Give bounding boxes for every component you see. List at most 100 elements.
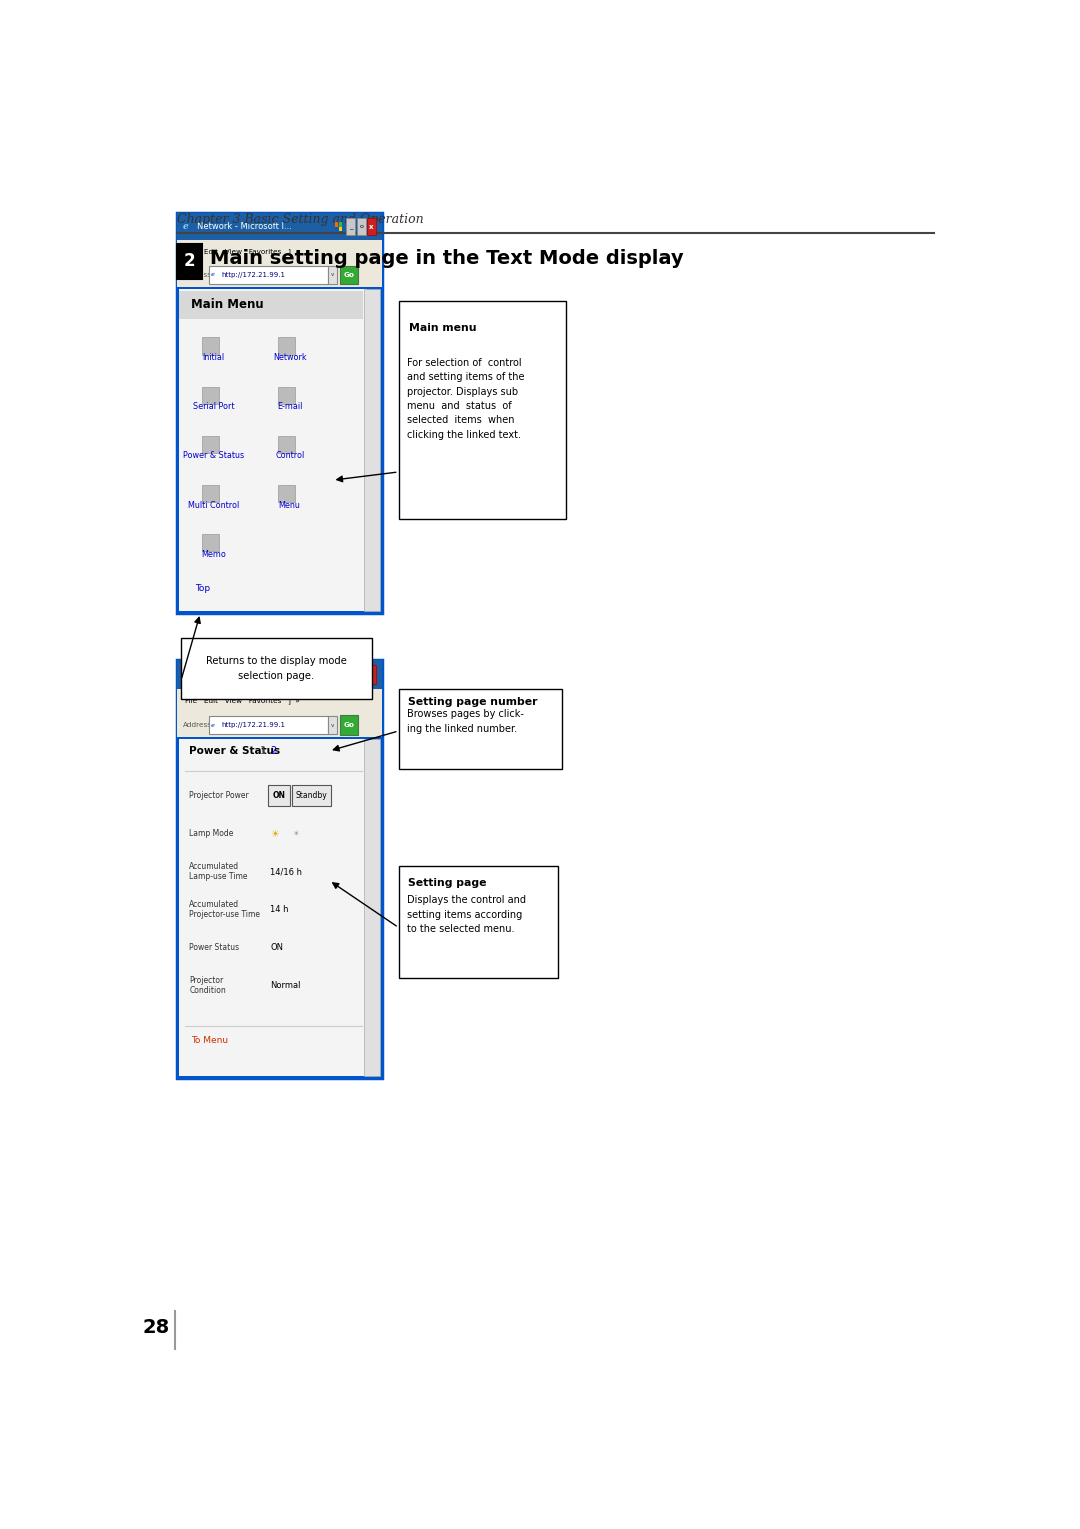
FancyBboxPatch shape — [356, 217, 366, 235]
Text: Multi Control: Multi Control — [188, 500, 240, 509]
FancyBboxPatch shape — [177, 213, 382, 240]
Text: Network - Microsoft I...: Network - Microsoft I... — [198, 670, 293, 679]
Text: http://172.21.99.1: http://172.21.99.1 — [221, 722, 285, 728]
Text: Network - Microsoft I...: Network - Microsoft I... — [198, 222, 293, 231]
Text: For selection of  control
and setting items of the
projector. Displays sub
menu : For selection of control and setting ite… — [407, 358, 525, 440]
Text: Chapter 3 Basic Setting and Operation: Chapter 3 Basic Setting and Operation — [177, 213, 423, 226]
FancyBboxPatch shape — [327, 716, 337, 734]
Bar — [339, 226, 342, 231]
Text: Browses pages by click-
ing the linked number.: Browses pages by click- ing the linked n… — [407, 709, 524, 734]
Bar — [335, 226, 338, 231]
FancyBboxPatch shape — [356, 665, 366, 683]
Text: Main menu: Main menu — [408, 323, 476, 333]
FancyBboxPatch shape — [208, 266, 327, 284]
Text: Accumulated
Projector-use Time: Accumulated Projector-use Time — [189, 901, 260, 919]
Text: Displays the control and
setting items according
to the selected menu.: Displays the control and setting items a… — [406, 896, 526, 934]
FancyBboxPatch shape — [202, 387, 219, 404]
FancyBboxPatch shape — [179, 291, 364, 318]
Text: Normal: Normal — [270, 982, 300, 991]
FancyBboxPatch shape — [367, 217, 376, 235]
Text: o: o — [360, 673, 363, 677]
Text: Accumulated
Lamp-use Time: Accumulated Lamp-use Time — [189, 862, 247, 881]
Text: Go: Go — [343, 722, 354, 728]
Text: e: e — [184, 222, 189, 231]
Text: Projector Power: Projector Power — [189, 790, 248, 800]
FancyBboxPatch shape — [177, 688, 382, 713]
Bar — [339, 670, 342, 674]
Text: 14/16 h: 14/16 h — [270, 867, 302, 876]
FancyBboxPatch shape — [399, 301, 566, 518]
FancyBboxPatch shape — [177, 661, 382, 688]
Text: Main setting page in the Text Mode display: Main setting page in the Text Mode displ… — [211, 249, 684, 268]
FancyBboxPatch shape — [181, 638, 372, 699]
FancyBboxPatch shape — [177, 243, 202, 278]
FancyBboxPatch shape — [279, 485, 295, 502]
Text: 1: 1 — [260, 746, 266, 755]
FancyBboxPatch shape — [364, 740, 380, 1076]
Text: Power Status: Power Status — [189, 943, 240, 953]
FancyBboxPatch shape — [202, 338, 219, 355]
Bar — [339, 222, 342, 226]
Text: ☀: ☀ — [270, 829, 279, 839]
FancyBboxPatch shape — [347, 217, 355, 235]
FancyBboxPatch shape — [364, 289, 380, 612]
Text: e: e — [211, 272, 215, 277]
Text: Standby: Standby — [295, 790, 327, 800]
Text: 28: 28 — [143, 1318, 171, 1338]
FancyBboxPatch shape — [340, 716, 359, 735]
Text: Lamp Mode: Lamp Mode — [189, 829, 233, 838]
Text: 14 h: 14 h — [270, 905, 288, 914]
Text: Address: Address — [183, 722, 212, 728]
Text: Power & Status: Power & Status — [184, 451, 244, 460]
Text: _: _ — [349, 671, 353, 677]
Text: o: o — [360, 225, 363, 229]
FancyBboxPatch shape — [399, 867, 557, 979]
Text: ON: ON — [272, 790, 285, 800]
FancyBboxPatch shape — [179, 740, 366, 1076]
Bar — [339, 674, 342, 679]
Text: Projector
Condition: Projector Condition — [189, 976, 226, 995]
Text: 2: 2 — [184, 252, 195, 271]
FancyBboxPatch shape — [347, 665, 355, 683]
FancyBboxPatch shape — [292, 786, 330, 806]
Text: x: x — [369, 671, 374, 677]
Text: Top: Top — [195, 584, 211, 593]
Text: Network: Network — [273, 353, 307, 362]
FancyBboxPatch shape — [399, 688, 562, 769]
Bar — [335, 222, 338, 226]
FancyBboxPatch shape — [279, 338, 295, 355]
Text: e: e — [184, 670, 189, 679]
Text: File   Edit   View   Favorites   ]  »: File Edit View Favorites ] » — [185, 248, 300, 255]
Text: 2: 2 — [270, 746, 276, 755]
Text: File   Edit   View   Favorites   ]  »: File Edit View Favorites ] » — [185, 697, 300, 705]
FancyBboxPatch shape — [340, 266, 359, 284]
FancyBboxPatch shape — [177, 661, 382, 1078]
Text: Setting page: Setting page — [408, 878, 487, 887]
FancyBboxPatch shape — [177, 713, 382, 737]
Text: x: x — [369, 223, 374, 229]
Text: v: v — [330, 723, 334, 728]
Text: E-mail: E-mail — [276, 402, 302, 411]
Text: Control: Control — [275, 451, 305, 460]
Text: e: e — [211, 723, 215, 728]
FancyBboxPatch shape — [179, 289, 366, 612]
FancyBboxPatch shape — [177, 213, 382, 613]
Text: Go: Go — [343, 272, 354, 278]
FancyBboxPatch shape — [177, 263, 382, 286]
Text: To Menu: To Menu — [191, 1035, 228, 1044]
Text: http://172.21.99.1: http://172.21.99.1 — [221, 272, 285, 278]
Text: ☀: ☀ — [293, 829, 299, 838]
Text: Setting page number: Setting page number — [408, 697, 538, 706]
Bar — [335, 670, 338, 674]
FancyBboxPatch shape — [202, 485, 219, 502]
Text: Serial Port: Serial Port — [193, 402, 234, 411]
FancyBboxPatch shape — [279, 387, 295, 404]
FancyBboxPatch shape — [177, 240, 382, 263]
FancyBboxPatch shape — [367, 665, 376, 683]
FancyBboxPatch shape — [268, 786, 289, 806]
Text: Returns to the display mode
selection page.: Returns to the display mode selection pa… — [206, 656, 347, 680]
FancyBboxPatch shape — [202, 534, 219, 552]
FancyBboxPatch shape — [279, 436, 295, 453]
FancyBboxPatch shape — [327, 266, 337, 284]
Text: ON: ON — [270, 943, 283, 953]
